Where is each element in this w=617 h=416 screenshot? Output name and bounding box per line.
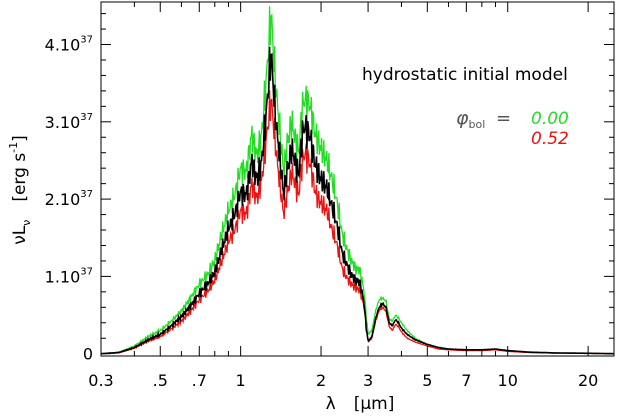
x-tick-label-3: 1 <box>236 371 246 390</box>
series-line-2 <box>100 46 614 355</box>
x-tick-label-6: 5 <box>422 371 432 390</box>
x-tick-label-5: 3 <box>363 371 373 390</box>
y-tick-label-4: 4.1037 <box>45 35 93 55</box>
tick-layer: 0.3 .5 .7 1 2 3 5 7 10 20 0 1.1037 2.1037 3.1037 4.103… <box>45 2 614 390</box>
x-tick-label-0: 0.3 <box>88 371 113 390</box>
x-axis-label: λ [μm] <box>326 394 395 414</box>
x-axis-label-text: λ [μm] <box>326 394 395 414</box>
y-tick-label-3: 3.1037 <box>45 112 93 132</box>
series-layer <box>100 6 614 355</box>
x-tick-label-9: 20 <box>578 371 598 390</box>
series-line-0 <box>100 6 614 355</box>
x-tick-label-2: .7 <box>192 371 207 390</box>
y-tick-label-0: 0 <box>83 345 93 364</box>
y-axis-label: νLν[erg s-1] <box>7 135 33 245</box>
x-tick-label-8: 10 <box>498 371 518 390</box>
x-tick-label-7: 7 <box>461 371 471 390</box>
annotation-layer: hydrostatic initial model φbol = 0.000.52 <box>362 65 569 149</box>
y-axis-label-text: νLν[erg s-1] <box>7 135 33 245</box>
phase-value-0: 0.00 <box>531 109 569 129</box>
x-tick-label-4: 2 <box>316 371 326 390</box>
model-annotation: hydrostatic initial model <box>362 65 568 85</box>
plot-frame <box>100 1 615 357</box>
phase-equals: = <box>496 108 511 129</box>
y-tick-label-1: 1.1037 <box>45 266 93 286</box>
y-tick-label-2: 2.1037 <box>45 189 93 209</box>
phase-value-1: 0.52 <box>531 129 569 149</box>
x-tick-label-1: .5 <box>153 371 168 390</box>
phase-symbol: φbol <box>456 107 485 131</box>
